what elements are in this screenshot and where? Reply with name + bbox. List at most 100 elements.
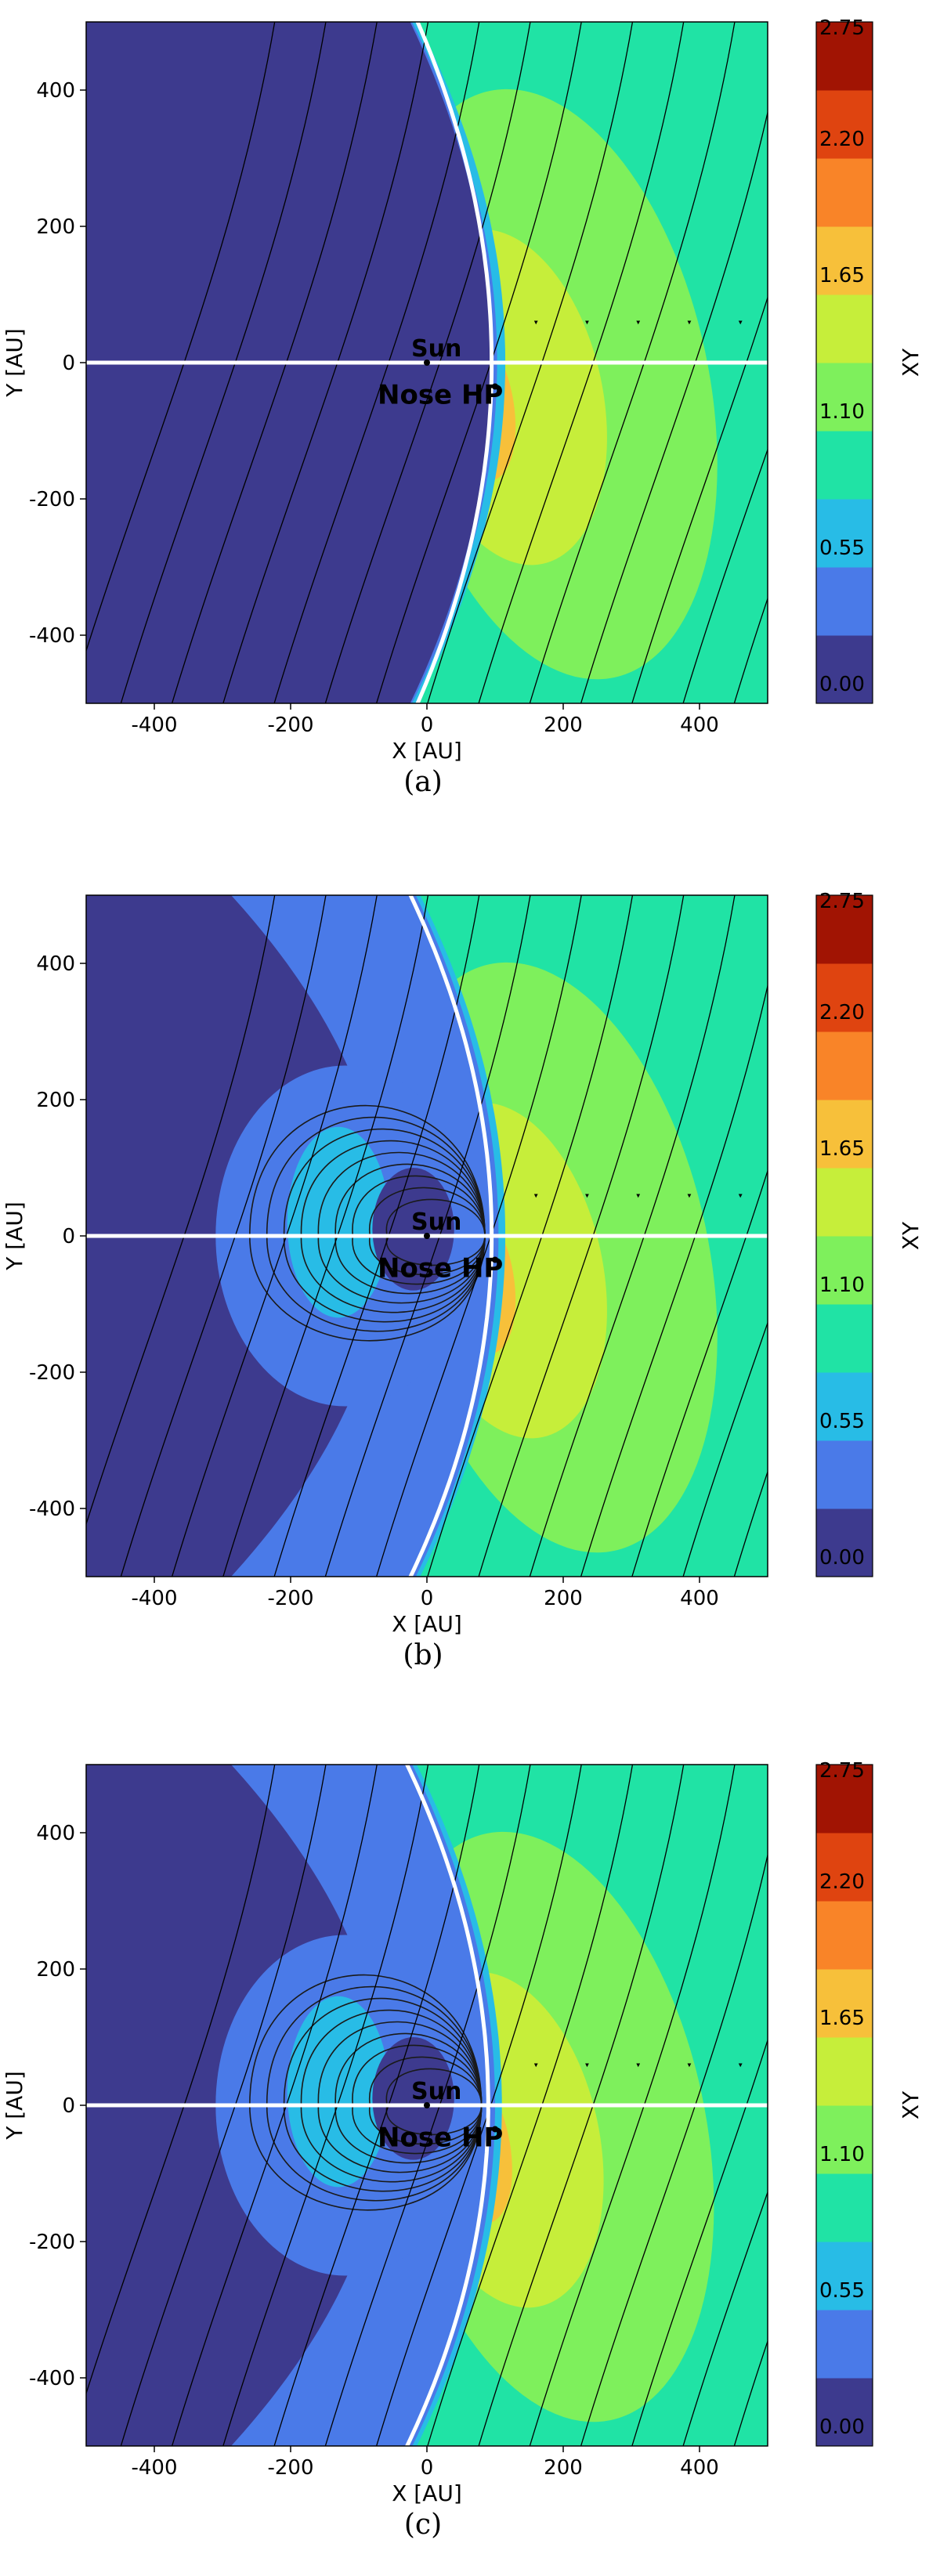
inner-light-region: [287, 1126, 390, 1318]
x-tick-label: 0: [421, 2456, 434, 2480]
y-tick-label: -200: [29, 1361, 75, 1385]
y-tick-label: -200: [29, 2231, 75, 2254]
colorbar-tick-label: 1.10: [819, 400, 865, 424]
colorbar-segment: [816, 499, 873, 568]
y-tick-label: -400: [29, 1498, 75, 1521]
x-axis-label: X [AU]: [392, 1611, 462, 1637]
colorbar-label: XY: [898, 1221, 924, 1250]
field-line: [733, 1470, 768, 1577]
colorbar-segment: [816, 294, 873, 363]
colorbar-segment: [816, 158, 873, 227]
x-tick-label: -400: [131, 714, 177, 737]
colorbar-label: XY: [898, 348, 924, 377]
colorbar-tick-label: 1.65: [819, 2007, 865, 2030]
colorbar-segment: [816, 363, 873, 432]
y-tick-label: 0: [62, 2094, 75, 2118]
field-line: [682, 2191, 768, 2446]
x-axis-label: X [AU]: [392, 738, 462, 764]
colorbar-tick-label: 2.20: [819, 128, 865, 151]
colorbar-tick-label: 2.75: [819, 1759, 865, 1783]
x-tick-label: 0: [421, 1587, 434, 1610]
colorbar-segment: [816, 431, 873, 500]
colorbar-tick-label: 0.55: [819, 537, 865, 560]
nose-hp-label: Nose HP: [378, 1252, 503, 1284]
colorbar-tick-label: 0.55: [819, 2279, 865, 2303]
colorbar-tick-label: 2.75: [819, 890, 865, 913]
heatmap-chart: Sun Nose HP -400 -400 -200 -200 0 0 200 200 400 400…: [2, 890, 924, 1671]
sun-label: Sun: [411, 1209, 461, 1236]
x-tick-label: -200: [267, 2456, 313, 2480]
colorbar-tick-label: 2.20: [819, 1001, 865, 1024]
colorbar-segment: [816, 1969, 873, 2038]
y-tick-label: 0: [62, 352, 75, 375]
y-axis-label: Y [AU]: [2, 1201, 27, 1271]
field-line: [682, 448, 768, 703]
y-tick-label: -400: [29, 2367, 75, 2390]
x-tick-label: -200: [267, 1587, 313, 1610]
sun-marker: [424, 2102, 430, 2108]
colorbar-segment: [816, 1440, 873, 1509]
nose-hp-label: Nose HP: [378, 2122, 503, 2153]
colorbar-segment: [816, 1833, 873, 1902]
colorbar-segment: [816, 1372, 873, 1441]
colorbar-tick-label: 0.55: [819, 1410, 865, 1433]
colorbar-segment: [816, 963, 873, 1032]
colorbar-tick-label: 1.10: [819, 1274, 865, 1297]
panel-b: Sun Nose HP -400 -400 -200 -200 0 0 200 200 400 400…: [0, 873, 940, 1703]
colorbar-segment: [816, 2242, 873, 2310]
panel-caption: (b): [403, 1639, 443, 1671]
colorbar-tick-label: 2.75: [819, 16, 865, 40]
colorbar-segment: [816, 1765, 873, 1834]
colorbar-tick-label: 0.00: [819, 1546, 865, 1570]
sun-label: Sun: [411, 2078, 461, 2105]
colorbar-segment: [816, 226, 873, 295]
heatmap-chart: Sun Nose HP -400 -400 -200 -200 0 0 200 200 400 400…: [2, 1759, 924, 2541]
field-line: [733, 2339, 768, 2446]
y-tick-label: -200: [29, 488, 75, 511]
colorbar-tick-label: 1.65: [819, 1137, 865, 1161]
x-tick-label: 0: [421, 714, 434, 737]
colorbar-segment: [816, 90, 873, 159]
y-tick-label: 400: [36, 952, 75, 976]
nose-marker: [492, 383, 498, 390]
colorbar-segment: [816, 2173, 873, 2242]
nose-hp-label: Nose HP: [378, 379, 503, 410]
y-tick-label: 200: [36, 1958, 75, 1982]
y-tick-label: 200: [36, 1089, 75, 1112]
panel-caption: (c): [404, 2509, 442, 2541]
x-tick-label: 200: [544, 1587, 583, 1610]
inner-core-region: [372, 1168, 454, 1291]
colorbar-segment: [816, 1031, 873, 1100]
x-tick-label: 400: [680, 2456, 719, 2480]
x-tick-label: 400: [680, 1587, 719, 1610]
colorbar-segment: [816, 1901, 873, 1970]
nose-marker: [492, 2126, 498, 2133]
x-tick-label: -400: [131, 2456, 177, 2480]
y-tick-label: -400: [29, 624, 75, 648]
colorbar-tick-label: 1.65: [819, 264, 865, 287]
y-tick-label: 0: [62, 1225, 75, 1248]
colorbar-tick-label: 1.10: [819, 2143, 865, 2166]
y-axis-label: Y [AU]: [2, 2071, 27, 2141]
y-tick-label: 400: [36, 79, 75, 103]
colorbar-segment: [816, 1508, 873, 1577]
colorbar-segment: [816, 2105, 873, 2174]
sun-marker: [424, 1233, 430, 1239]
field-line: [733, 597, 768, 703]
colorbar-segment: [816, 895, 873, 964]
heatmap-chart: Sun Nose HP -400 -400 -200 -200 0 0 200 200 400 400…: [2, 16, 924, 798]
x-axis-label: X [AU]: [392, 2480, 462, 2506]
sun-label: Sun: [411, 335, 461, 363]
inner-core-region: [372, 2037, 454, 2160]
colorbar-tick-label: 2.20: [819, 1870, 865, 1894]
sun-marker: [424, 359, 430, 366]
colorbar-tick-label: 0.00: [819, 2415, 865, 2439]
colorbar-segment: [816, 2310, 873, 2379]
x-tick-label: 200: [544, 2456, 583, 2480]
inner-light-region: [287, 1996, 390, 2188]
colorbar-segment: [816, 2378, 873, 2447]
x-tick-label: 400: [680, 714, 719, 737]
nose-marker: [492, 1256, 498, 1263]
colorbar-segment: [816, 22, 873, 91]
panel-c: Sun Nose HP -400 -400 -200 -200 0 0 200 200 400 400…: [0, 1743, 940, 2573]
